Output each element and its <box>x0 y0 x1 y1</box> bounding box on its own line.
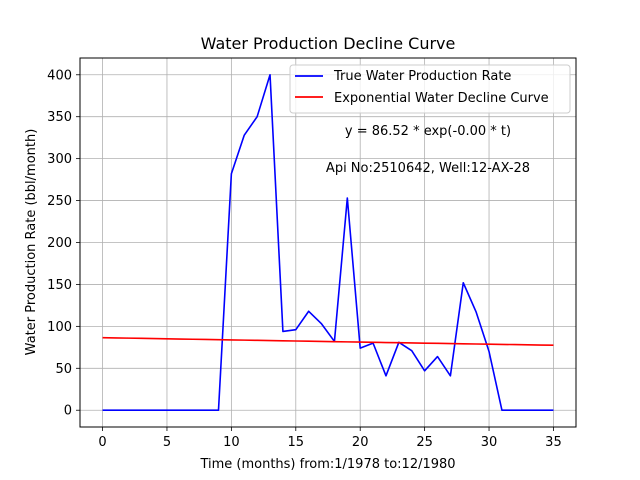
x-tick-label: 25 <box>416 435 433 450</box>
x-tick-label: 35 <box>545 435 562 450</box>
y-tick-label: 200 <box>47 236 72 251</box>
y-tick-label: 350 <box>47 110 72 125</box>
legend: True Water Production Rate Exponential W… <box>289 64 571 114</box>
legend-box <box>289 64 571 114</box>
equation-annotation: y = 86.52 * exp(-0.00 * t) <box>345 124 511 139</box>
y-tick-label: 400 <box>47 68 72 83</box>
legend-label-true-rate: True Water Production Rate <box>333 69 511 84</box>
y-tick-label: 100 <box>47 320 72 335</box>
well-annotation: Api No:2510642, Well:12-AX-28 <box>326 161 530 176</box>
series-lines <box>102 73 554 412</box>
y-tick-label: 300 <box>47 152 72 167</box>
y-tick-label: 50 <box>55 362 72 377</box>
x-axis-label: Time (months) from:1/1978 to:12/1980 <box>199 457 455 472</box>
x-tick-label: 10 <box>223 435 240 450</box>
series-line-0 <box>102 73 554 412</box>
x-tick-label: 30 <box>481 435 498 450</box>
x-tick-label: 5 <box>163 435 171 450</box>
x-axis-ticks: 0 5 10 15 20 25 30 35 <box>98 427 562 450</box>
y-tick-label: 0 <box>64 404 72 419</box>
x-tick-label: 15 <box>288 435 305 450</box>
y-axis-label: Water Production Rate (bbl/month) <box>24 129 39 356</box>
x-tick-label: 20 <box>352 435 369 450</box>
legend-label-decline-curve: Exponential Water Decline Curve <box>334 91 549 106</box>
chart-title: Water Production Decline Curve <box>201 34 456 53</box>
y-tick-label: 150 <box>47 278 72 293</box>
series-line-1 <box>102 336 554 347</box>
y-tick-label: 250 <box>47 194 72 209</box>
x-tick-label: 0 <box>98 435 106 450</box>
y-axis-ticks: 0 50 100 150 200 250 300 350 400 <box>47 68 80 419</box>
